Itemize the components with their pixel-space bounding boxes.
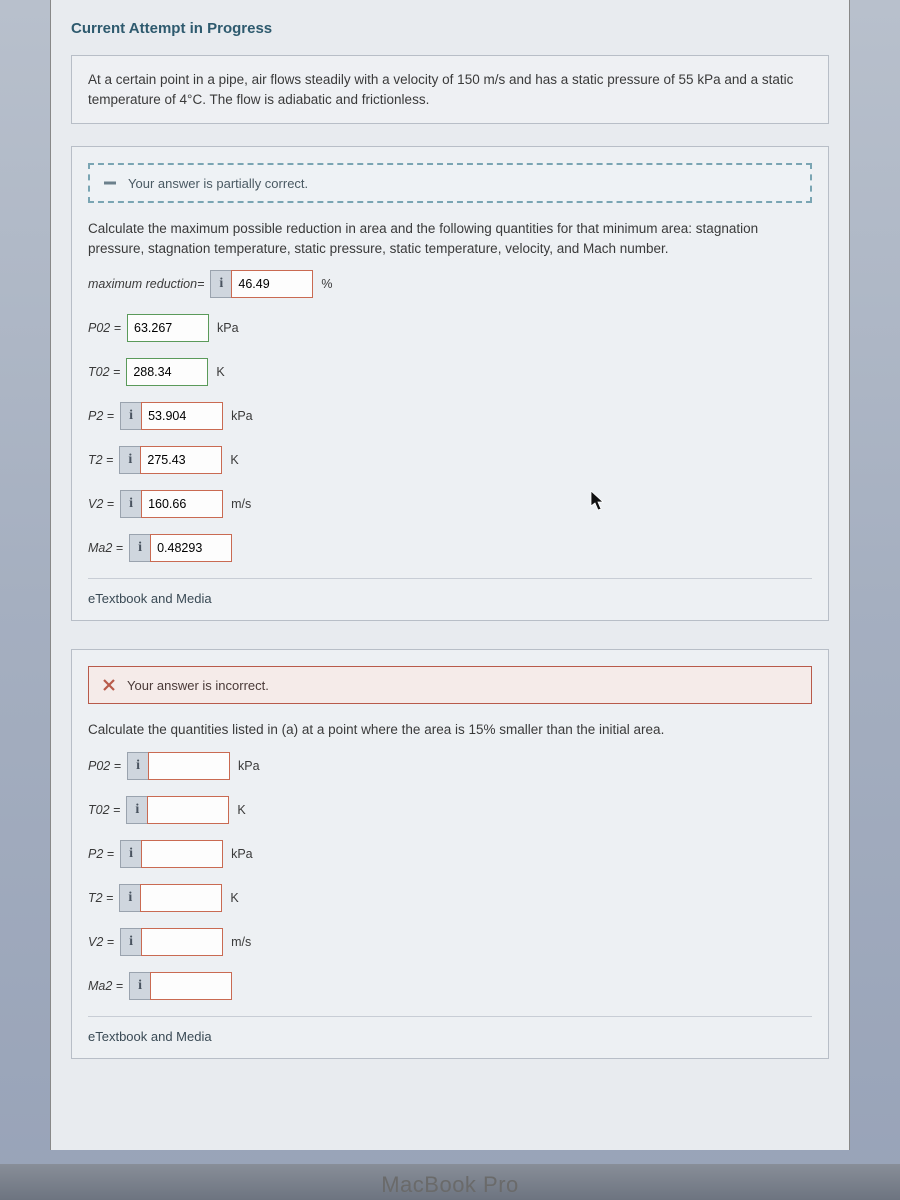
- problem-statement: At a certain point in a pipe, air flows …: [71, 55, 829, 124]
- minus-icon: [102, 175, 118, 191]
- answer-unit: K: [237, 803, 245, 817]
- etext-media-link[interactable]: eTextbook and Media: [88, 578, 812, 612]
- info-icon[interactable]: i: [210, 270, 232, 298]
- answer-input[interactable]: [150, 972, 232, 1000]
- answer-label: T02 =: [88, 365, 120, 379]
- answer-input[interactable]: [141, 402, 223, 430]
- answer-unit: m/s: [231, 497, 251, 511]
- answer-label: P02 =: [88, 759, 121, 773]
- answer-row: P2 = i kPa: [88, 840, 812, 868]
- info-icon[interactable]: i: [127, 752, 149, 780]
- answer-label: maximum reduction=: [88, 277, 204, 291]
- answer-row: V2 = i m/s: [88, 490, 812, 518]
- feedback-partial: Your answer is partially correct.: [88, 163, 812, 203]
- answer-row: maximum reduction= i%: [88, 270, 812, 298]
- info-icon[interactable]: i: [119, 884, 141, 912]
- answer-input[interactable]: [150, 534, 232, 562]
- info-icon[interactable]: i: [120, 402, 142, 430]
- feedback-partial-text: Your answer is partially correct.: [128, 176, 308, 191]
- feedback-incorrect: Your answer is incorrect.: [88, 666, 812, 704]
- answer-unit: kPa: [231, 847, 253, 861]
- answer-input[interactable]: [147, 796, 229, 824]
- answer-label: P2 =: [88, 847, 114, 861]
- answer-unit: kPa: [217, 321, 239, 335]
- feedback-incorrect-text: Your answer is incorrect.: [127, 678, 269, 693]
- answer-label: T2 =: [88, 453, 113, 467]
- answer-input[interactable]: [140, 884, 222, 912]
- answer-row: T02 = i K: [88, 796, 812, 824]
- answer-row: P02 = kPa: [88, 314, 812, 342]
- info-icon[interactable]: i: [120, 840, 142, 868]
- etext-media-link[interactable]: eTextbook and Media: [88, 1016, 812, 1050]
- answer-label: P2 =: [88, 409, 114, 423]
- info-icon[interactable]: i: [120, 490, 142, 518]
- answer-row: P02 = i kPa: [88, 752, 812, 780]
- answer-row: Ma2 = i: [88, 972, 812, 1000]
- answer-input[interactable]: [141, 840, 223, 868]
- info-icon[interactable]: i: [126, 796, 148, 824]
- answer-label: V2 =: [88, 497, 114, 511]
- answer-label: T02 =: [88, 803, 120, 817]
- answer-unit: m/s: [231, 935, 251, 949]
- answer-row: Ma2 = i: [88, 534, 812, 562]
- answer-unit: kPa: [238, 759, 260, 773]
- answer-input[interactable]: [148, 752, 230, 780]
- answer-input[interactable]: [141, 490, 223, 518]
- answer-row: P2 = i kPa: [88, 402, 812, 430]
- answer-unit: K: [216, 365, 224, 379]
- part-b-container: Your answer is incorrect. Calculate the …: [71, 649, 829, 1059]
- info-icon[interactable]: i: [129, 972, 151, 1000]
- answer-row: T2 = i K: [88, 446, 812, 474]
- answer-label: Ma2 =: [88, 541, 123, 555]
- info-icon[interactable]: i: [119, 446, 141, 474]
- info-icon[interactable]: i: [120, 928, 142, 956]
- info-icon[interactable]: i: [129, 534, 151, 562]
- attempt-status-title: Current Attempt in Progress: [71, 20, 829, 37]
- answer-unit: kPa: [231, 409, 253, 423]
- answer-unit: K: [230, 453, 238, 467]
- part-b-prompt: Calculate the quantities listed in (a) a…: [88, 720, 812, 740]
- answer-label: V2 =: [88, 935, 114, 949]
- laptop-branding: MacBook Pro: [0, 1164, 900, 1200]
- answer-input[interactable]: [127, 314, 209, 342]
- answer-row: T02 = K: [88, 358, 812, 386]
- answer-input[interactable]: [231, 270, 313, 298]
- question-page: Current Attempt in Progress At a certain…: [50, 0, 850, 1150]
- answer-label: T2 =: [88, 891, 113, 905]
- answer-row: V2 = i m/s: [88, 928, 812, 956]
- part-a-container: Your answer is partially correct. Calcul…: [71, 146, 829, 621]
- answer-unit: K: [230, 891, 238, 905]
- answer-label: P02 =: [88, 321, 121, 335]
- answer-row: T2 = i K: [88, 884, 812, 912]
- answer-label: Ma2 =: [88, 979, 123, 993]
- answer-unit: %: [321, 277, 332, 291]
- part-a-prompt: Calculate the maximum possible reduction…: [88, 219, 812, 258]
- answer-input[interactable]: [140, 446, 222, 474]
- answer-input[interactable]: [126, 358, 208, 386]
- x-icon: [101, 677, 117, 693]
- answer-input[interactable]: [141, 928, 223, 956]
